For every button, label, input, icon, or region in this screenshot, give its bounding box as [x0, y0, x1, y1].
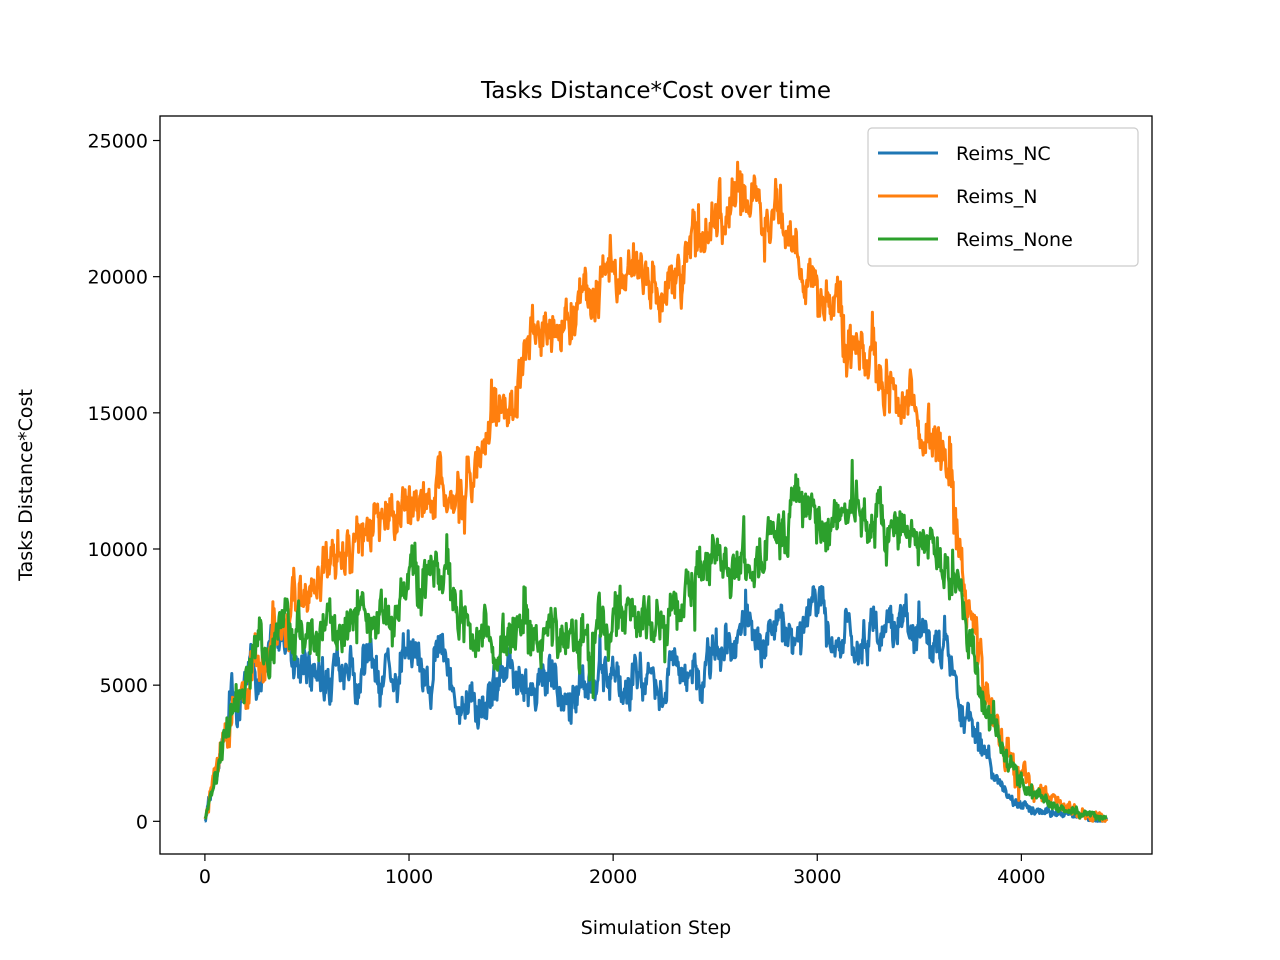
x-axis-label: Simulation Step	[581, 917, 732, 939]
series-layer	[203, 160, 1109, 823]
y-tick-label: 10000	[88, 539, 148, 561]
chart-title: Tasks Distance*Cost over time	[480, 78, 831, 104]
x-tick-label: 2000	[589, 866, 637, 888]
y-tick-label: 25000	[88, 131, 148, 153]
series-line-reims-none	[203, 458, 1108, 822]
x-axis-ticks: 0 1000 2000 3000 4000	[199, 854, 1046, 888]
legend-box	[867, 127, 1139, 267]
x-tick-label: 1000	[385, 866, 433, 888]
y-tick-label: 15000	[88, 403, 148, 425]
legend-label: Reims_None	[956, 229, 1073, 251]
series-line-reims-n	[203, 160, 1109, 823]
y-tick-label: 0	[136, 811, 148, 833]
plot-frame	[159, 115, 1153, 855]
y-tick-label: 20000	[88, 267, 148, 289]
y-axis-ticks: 0 5000 10000 15000 20000 25000	[88, 131, 160, 833]
y-axis-label: Tasks Distance*Cost	[15, 389, 37, 582]
legend: Reims_NC Reims_N Reims_None	[867, 127, 1139, 267]
series-line-reims-nc	[204, 585, 1109, 823]
x-tick-label: 3000	[793, 866, 841, 888]
legend-label: Reims_N	[956, 186, 1037, 208]
legend-label: Reims_NC	[956, 143, 1051, 165]
x-tick-label: 4000	[997, 866, 1045, 888]
y-tick-label: 5000	[100, 675, 148, 697]
x-tick-label: 0	[199, 866, 211, 888]
